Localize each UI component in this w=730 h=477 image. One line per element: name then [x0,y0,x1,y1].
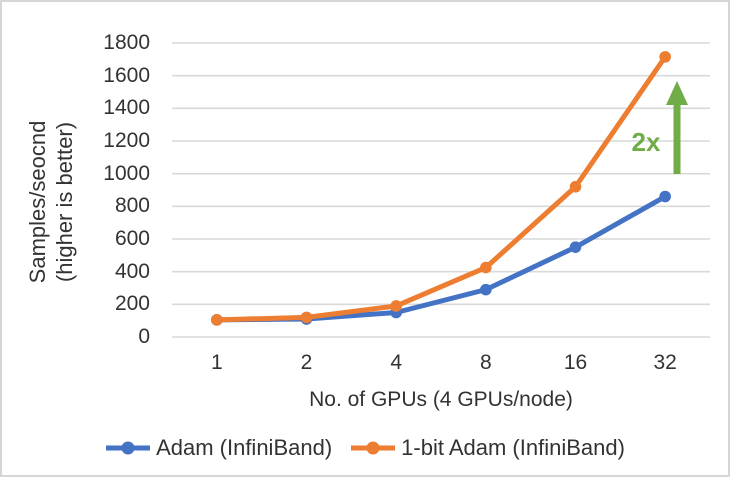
y-tick-label: 1400 [103,96,150,120]
data-point-1-bit-adam-infiniband [211,314,223,326]
up-arrow-head-icon [666,81,688,105]
data-point-adam-infiniband [480,283,492,296]
legend-line-marker-icon [106,441,151,455]
x-tick-label: 8 [479,351,492,374]
y-tick-label: 200 [114,292,150,316]
legend: Adam (InfiniBand) 1-bit Adam (InfiniBand) [2,435,728,461]
legend-label: Adam (InfiniBand) [156,435,333,460]
series-line-1-bit-adam-infiniband [214,54,668,323]
legend-item-1-bit-adam-infiniband: 1-bit Adam (InfiniBand) [350,435,625,461]
legend-label: 1-bit Adam (InfiniBand) [401,435,625,460]
data-point-1-bit-adam-infiniband [300,311,313,324]
data-point-adam-infiniband [659,190,671,203]
x-tick-label: 16 [563,351,588,374]
series-line-adam-infiniband [214,194,668,323]
y-tick-label: 1200 [103,129,150,152]
y-tick-label: 800 [114,194,150,218]
x-axis-title: No. of GPUs (4 GPUs/node) [309,388,573,411]
y-tick-label: 1600 [103,63,150,87]
y-tick-label: 600 [114,227,150,250]
y-tick-label: 1000 [103,161,150,185]
data-point-1-bit-adam-infiniband [659,51,671,63]
y-tick-label: 0 [138,325,150,348]
x-tick-label: 1 [210,351,223,374]
data-point-1-bit-adam-infiniband [569,180,582,193]
legend-item-adam-infiniband: Adam (InfiniBand) [105,435,332,461]
speedup-annotation-label: 2x [631,127,661,157]
data-point-1-bit-adam-infiniband [390,300,402,312]
x-tick-label: 4 [390,351,402,374]
data-point-1-bit-adam-infiniband [480,261,492,274]
x-tick-label: 32 [653,351,677,374]
data-point-adam-infiniband [569,241,582,253]
legend-line-marker-icon [351,441,396,455]
y-tick-label: 400 [114,259,150,283]
x-tick-label: 2 [300,351,313,374]
y-tick-label: 1800 [103,31,150,54]
up-arrow-icon [673,102,681,174]
